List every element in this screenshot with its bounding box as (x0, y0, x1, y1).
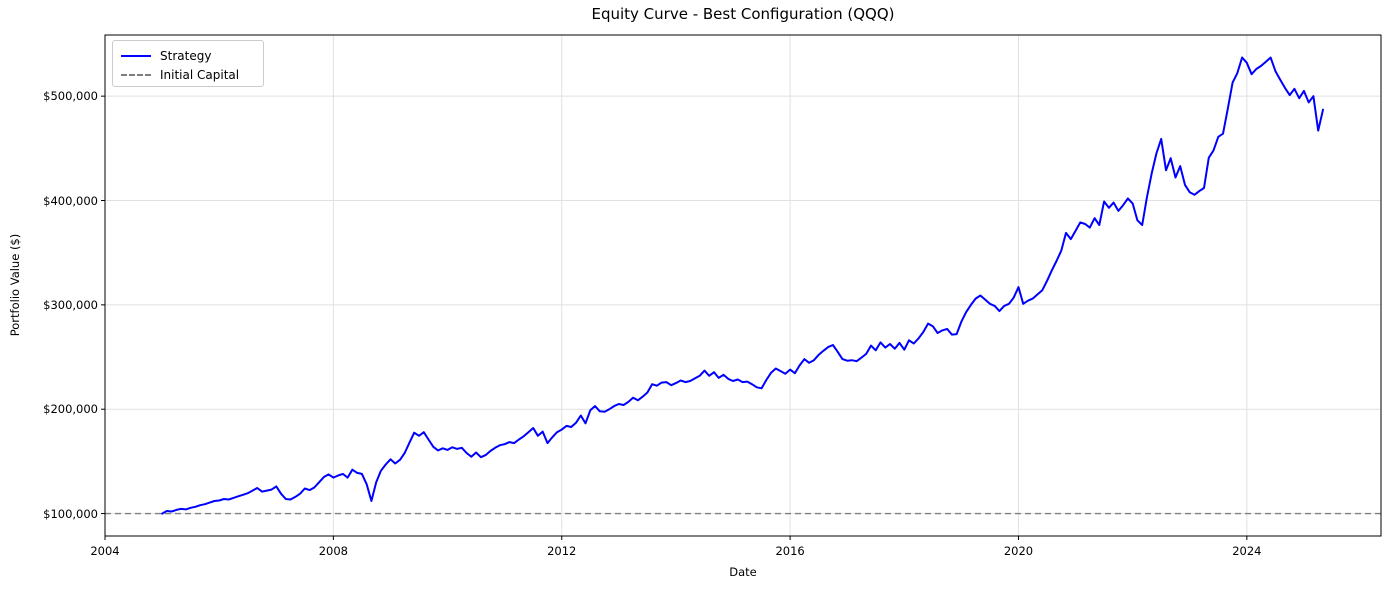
initial-capital-line-sample-icon (121, 73, 151, 76)
x-tick-label: 2004 (90, 544, 120, 558)
y-axis-title: Portfolio Value ($) (8, 233, 22, 337)
y-tick-label: $300,000 (43, 297, 98, 312)
y-tick-label: $200,000 (43, 402, 98, 417)
x-axis-title: Date (729, 565, 757, 579)
x-tick-label: 2016 (775, 544, 805, 558)
plot-border (104, 34, 1382, 537)
x-tick-label: 2012 (547, 544, 577, 558)
y-tick-label: $500,000 (43, 89, 98, 104)
strategy-line-sample-icon (121, 54, 151, 57)
y-tick-label: $100,000 (43, 506, 98, 521)
y-tick-label: $400,000 (43, 193, 98, 208)
legend-label-strategy: Strategy (160, 48, 212, 63)
x-tick-label: 2008 (318, 544, 348, 558)
x-tick-label: 2024 (1232, 544, 1262, 558)
legend-item-initial-capital: Initial Capital (121, 65, 255, 84)
strategy-line (161, 56, 1324, 515)
legend-item-strategy: Strategy (121, 46, 255, 65)
chart-title: Equity Curve - Best Configuration (QQQ) (591, 5, 895, 23)
legend-label-initial-capital: Initial Capital (160, 67, 240, 82)
legend: Strategy Initial Capital (112, 40, 264, 87)
x-tick-label: 2020 (1003, 544, 1034, 558)
